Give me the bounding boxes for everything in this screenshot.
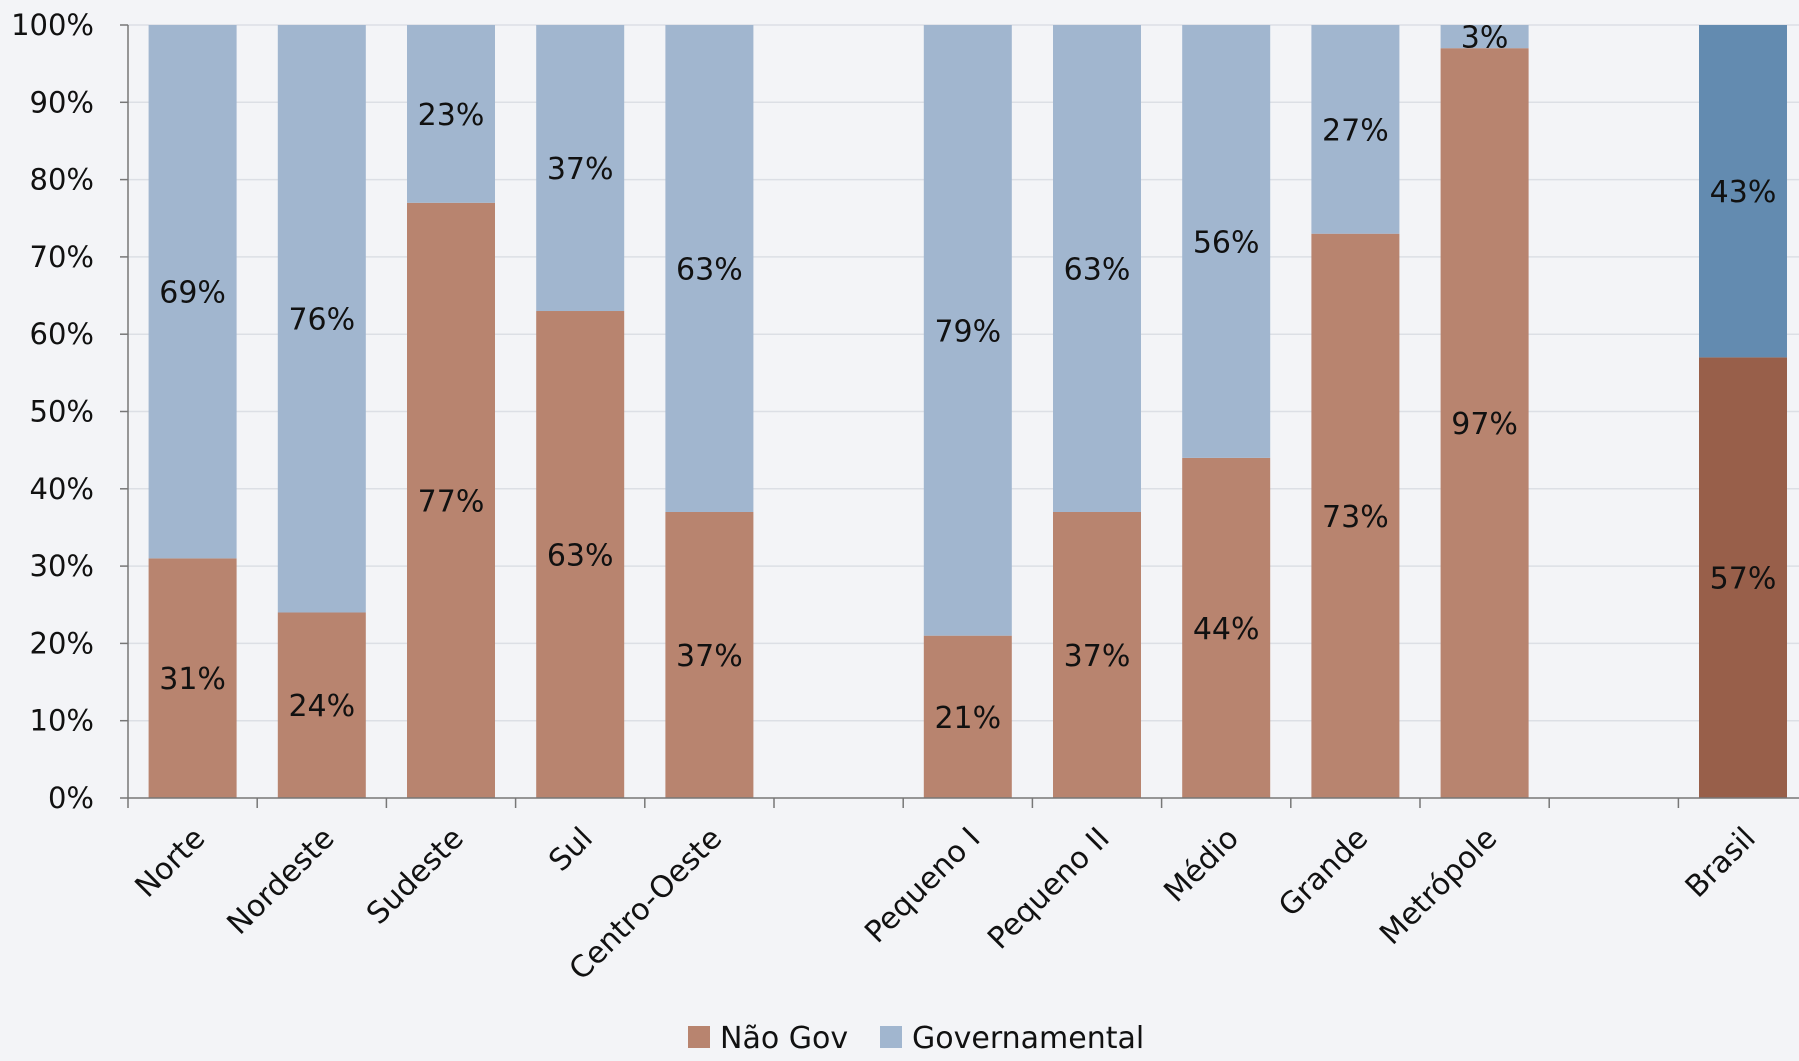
bar-governamental bbox=[1053, 25, 1141, 512]
bar-nao-gov bbox=[536, 311, 625, 798]
bar-nao-gov bbox=[407, 202, 495, 799]
data-label: 37% bbox=[676, 639, 743, 674]
y-tick-label: 10% bbox=[30, 704, 94, 738]
data-label: 79% bbox=[934, 314, 1001, 349]
data-label: 37% bbox=[547, 152, 614, 187]
data-label: 56% bbox=[1193, 225, 1260, 260]
legend-swatch-governamental bbox=[880, 1026, 902, 1048]
data-label: 43% bbox=[1710, 175, 1777, 210]
data-label: 69% bbox=[159, 276, 226, 311]
bar-governamental bbox=[148, 25, 237, 559]
y-tick-label: 20% bbox=[30, 626, 94, 660]
y-tick-label: 100% bbox=[11, 8, 94, 42]
data-label: 97% bbox=[1451, 407, 1518, 442]
legend-swatch-nao-gov bbox=[688, 1026, 710, 1048]
bar-nao-gov bbox=[923, 635, 1012, 798]
bar-nao-gov bbox=[1053, 511, 1141, 798]
bar-governamental bbox=[277, 25, 366, 613]
data-labels: 31% 69% 24% 76% 77% 23% 63% 37% 37% 63% 21% 79% 37% 6… bbox=[159, 21, 1776, 736]
bar-governamental bbox=[1182, 25, 1271, 458]
data-label: 73% bbox=[1322, 500, 1389, 535]
bar-nao-gov bbox=[1440, 48, 1529, 798]
y-tick-label: 40% bbox=[30, 472, 94, 506]
legend-label-nao-gov: Não Gov bbox=[720, 1021, 848, 1056]
data-label: 21% bbox=[934, 701, 1001, 736]
y-tick-label: 0% bbox=[48, 781, 94, 815]
y-tick-label: 30% bbox=[30, 549, 94, 583]
bar-nao-gov bbox=[1311, 233, 1400, 798]
legend: Não Gov Governamental bbox=[688, 1021, 1144, 1056]
bar-governamental bbox=[665, 25, 754, 512]
data-label: 3% bbox=[1461, 21, 1509, 56]
bar-nao-gov bbox=[665, 511, 754, 798]
data-label: 24% bbox=[288, 689, 355, 724]
bar-nao-gov bbox=[1699, 357, 1787, 798]
bar-governamental bbox=[1311, 25, 1400, 234]
data-label: 31% bbox=[159, 662, 226, 697]
legend-label-governamental: Governamental bbox=[912, 1021, 1144, 1056]
data-label: 63% bbox=[676, 252, 743, 287]
y-tick-label: 50% bbox=[30, 395, 94, 429]
bar-governamental bbox=[1440, 25, 1529, 49]
bar-nao-gov bbox=[1182, 457, 1271, 798]
bars bbox=[148, 25, 1787, 799]
bar-governamental bbox=[407, 25, 495, 203]
bar-governamental bbox=[536, 25, 625, 312]
data-label: 76% bbox=[288, 303, 355, 338]
data-label: 37% bbox=[1064, 639, 1131, 674]
data-label: 63% bbox=[547, 539, 614, 574]
data-label: 23% bbox=[418, 98, 485, 133]
y-tick-label: 70% bbox=[30, 240, 94, 274]
y-tick-label: 60% bbox=[30, 317, 94, 351]
bar-governamental bbox=[923, 25, 1012, 636]
bar-governamental bbox=[1699, 25, 1787, 358]
bar-nao-gov bbox=[277, 612, 366, 798]
data-label: 27% bbox=[1322, 113, 1389, 148]
data-label: 63% bbox=[1064, 252, 1131, 287]
data-label: 57% bbox=[1710, 562, 1777, 597]
data-label: 77% bbox=[418, 484, 485, 519]
y-tick-label: 80% bbox=[30, 163, 94, 197]
data-label: 44% bbox=[1193, 612, 1260, 647]
y-tick-label: 90% bbox=[30, 85, 94, 119]
bar-nao-gov bbox=[148, 558, 237, 798]
